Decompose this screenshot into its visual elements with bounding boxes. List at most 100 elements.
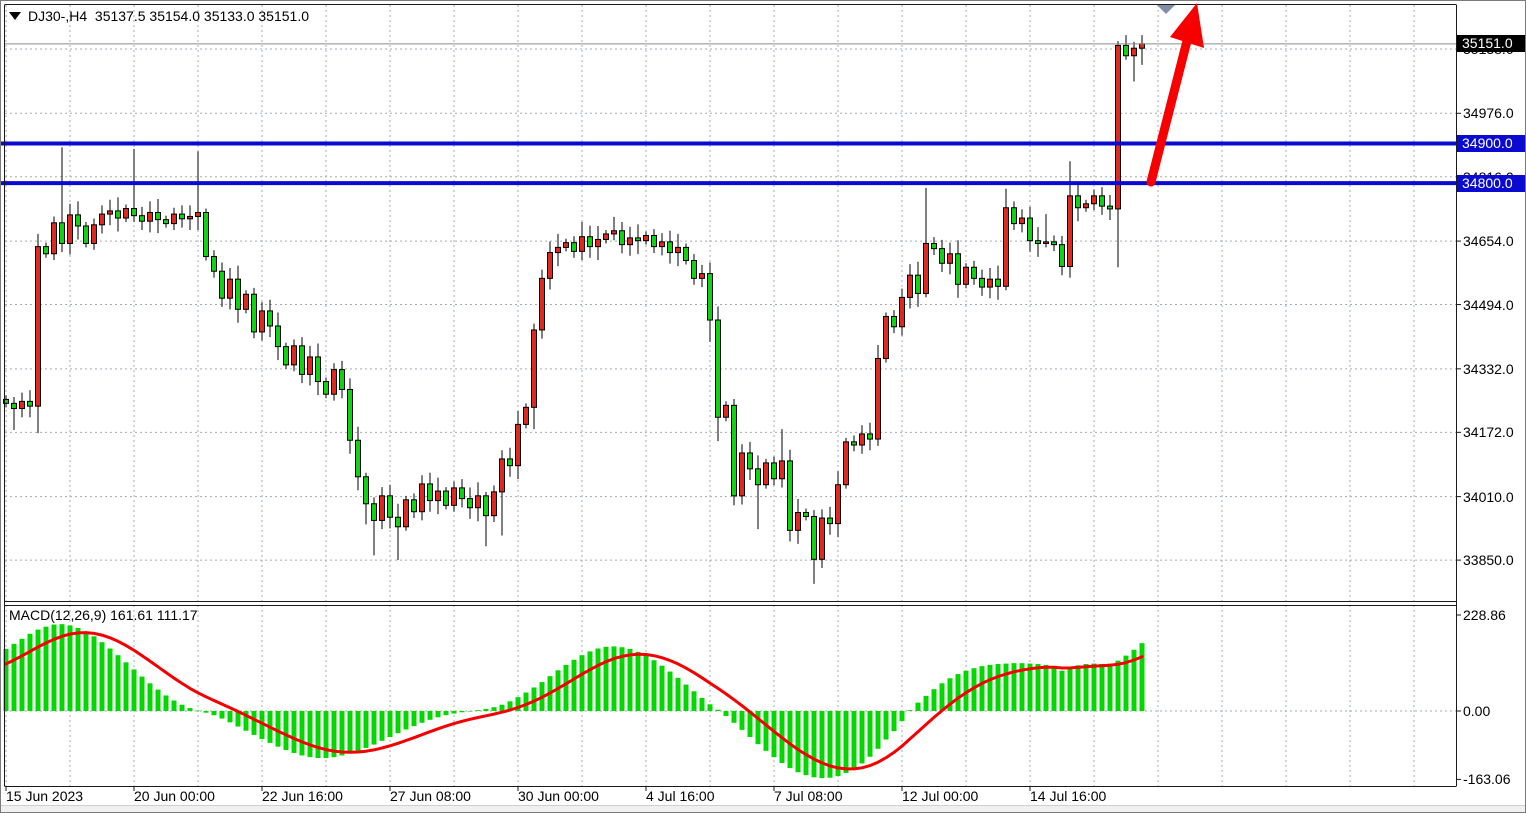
candlestick <box>1091 195 1097 205</box>
candlestick <box>1139 43 1145 49</box>
macd-histogram-bar <box>187 708 193 711</box>
candlestick <box>979 277 985 288</box>
candlestick <box>1123 44 1129 57</box>
macd-histogram-bar <box>123 662 129 711</box>
macd-histogram-bar <box>243 711 249 731</box>
macd-histogram-bar <box>579 655 585 711</box>
candlestick <box>963 266 969 285</box>
candlestick <box>475 495 481 509</box>
macd-histogram-bar <box>11 643 17 711</box>
time-axis-label: 4 Jul 16:00 <box>646 788 715 804</box>
candlestick <box>347 388 353 441</box>
macd-histogram-bar <box>971 668 977 711</box>
macd-axis-label: 0.00 <box>1463 703 1491 719</box>
candlestick <box>643 235 649 242</box>
candlestick <box>851 441 857 446</box>
macd-histogram-bar <box>307 711 313 758</box>
macd-histogram-bar <box>283 711 289 751</box>
candlestick <box>403 499 409 528</box>
macd-histogram-bar <box>275 711 281 747</box>
macd-histogram-bar <box>219 711 225 719</box>
macd-histogram-bar <box>203 711 209 713</box>
macd-histogram-bar <box>419 711 425 723</box>
candlestick <box>947 253 953 264</box>
time-axis-label: 14 Jul 16:00 <box>1030 788 1107 804</box>
macd-histogram-bar <box>811 711 817 778</box>
macd-histogram-bar <box>987 664 993 711</box>
candlestick <box>579 236 585 252</box>
candlestick <box>795 511 801 531</box>
macd-histogram-bar <box>139 676 145 711</box>
macd-histogram-bar <box>939 683 945 711</box>
macd-histogram-bar <box>347 711 353 754</box>
candlestick <box>883 315 889 360</box>
macd-histogram-bar <box>739 711 745 730</box>
candlestick <box>155 211 161 221</box>
macd-histogram-bar <box>619 647 625 711</box>
candlestick <box>235 278 241 310</box>
candlestick <box>931 242 937 250</box>
macd-histogram-bar <box>587 651 593 711</box>
macd-histogram-bar <box>691 691 697 711</box>
trend-arrow-head-icon[interactable] <box>1170 3 1204 48</box>
macd-histogram-bar <box>931 689 937 711</box>
chart-shift-marker-icon[interactable] <box>1157 5 1175 14</box>
macd-histogram-bar <box>371 711 377 745</box>
macd-histogram-bar <box>787 711 793 769</box>
candlestick <box>67 214 73 244</box>
candlestick <box>659 241 665 248</box>
candlestick <box>1019 217 1025 225</box>
macd-histogram-bar <box>531 687 537 711</box>
macd-histogram-bar <box>235 711 241 727</box>
macd-histogram-bar <box>659 665 665 711</box>
time-axis-label: 20 Jun 00:00 <box>134 788 215 804</box>
macd-histogram-bar <box>1083 664 1089 711</box>
macd-histogram-bar <box>803 711 809 776</box>
macd-histogram-bar <box>499 704 505 711</box>
macd-histogram-bar <box>1035 664 1041 711</box>
macd-histogram-bar <box>955 674 961 711</box>
trend-arrow-shaft[interactable] <box>1146 36 1192 187</box>
time-axis-label: 22 Jun 16:00 <box>262 788 343 804</box>
macd-histogram-bar <box>107 648 113 711</box>
time-axis-label: 15 Jun 2023 <box>6 788 84 804</box>
time-axis-label: 7 Jul 08:00 <box>774 788 843 804</box>
macd-histogram-bar <box>947 678 953 711</box>
macd-histogram-bar <box>563 664 569 711</box>
macd-histogram-bar <box>763 711 769 751</box>
candlestick <box>571 242 577 252</box>
candlestick <box>91 224 97 244</box>
candlestick <box>1035 240 1041 244</box>
candlestick <box>859 433 865 446</box>
candlestick <box>1067 195 1073 267</box>
macd-histogram-bar <box>467 711 473 712</box>
macd-histogram-bar <box>875 711 881 749</box>
candlestick <box>891 315 897 328</box>
time-axis-label: 30 Jun 00:00 <box>518 788 599 804</box>
macd-histogram-bar <box>907 710 913 711</box>
macd-histogram-bar <box>507 701 513 711</box>
candlestick <box>115 210 121 219</box>
candlestick <box>171 213 177 225</box>
candlestick <box>811 515 817 560</box>
candlestick <box>1011 207 1017 225</box>
candlestick <box>651 235 657 248</box>
candlestick <box>75 214 81 227</box>
candlestick <box>531 329 537 408</box>
candlestick <box>827 517 833 525</box>
macd-histogram-bar <box>475 710 481 711</box>
candlestick <box>483 495 489 517</box>
quick-trade-arrow-icon[interactable] <box>9 12 21 20</box>
macd-histogram-bar <box>115 655 121 711</box>
macd-histogram-bar <box>483 708 489 711</box>
candlestick <box>691 260 697 279</box>
macd-histogram-bar <box>755 711 761 745</box>
candlestick <box>1131 47 1137 57</box>
candlestick <box>27 400 33 407</box>
candlestick <box>1075 195 1081 209</box>
macd-histogram-bar <box>1139 643 1145 711</box>
macd-histogram-bar <box>323 711 329 758</box>
candlestick <box>99 213 105 226</box>
current-price-badge: 35151.0 <box>1457 35 1525 53</box>
